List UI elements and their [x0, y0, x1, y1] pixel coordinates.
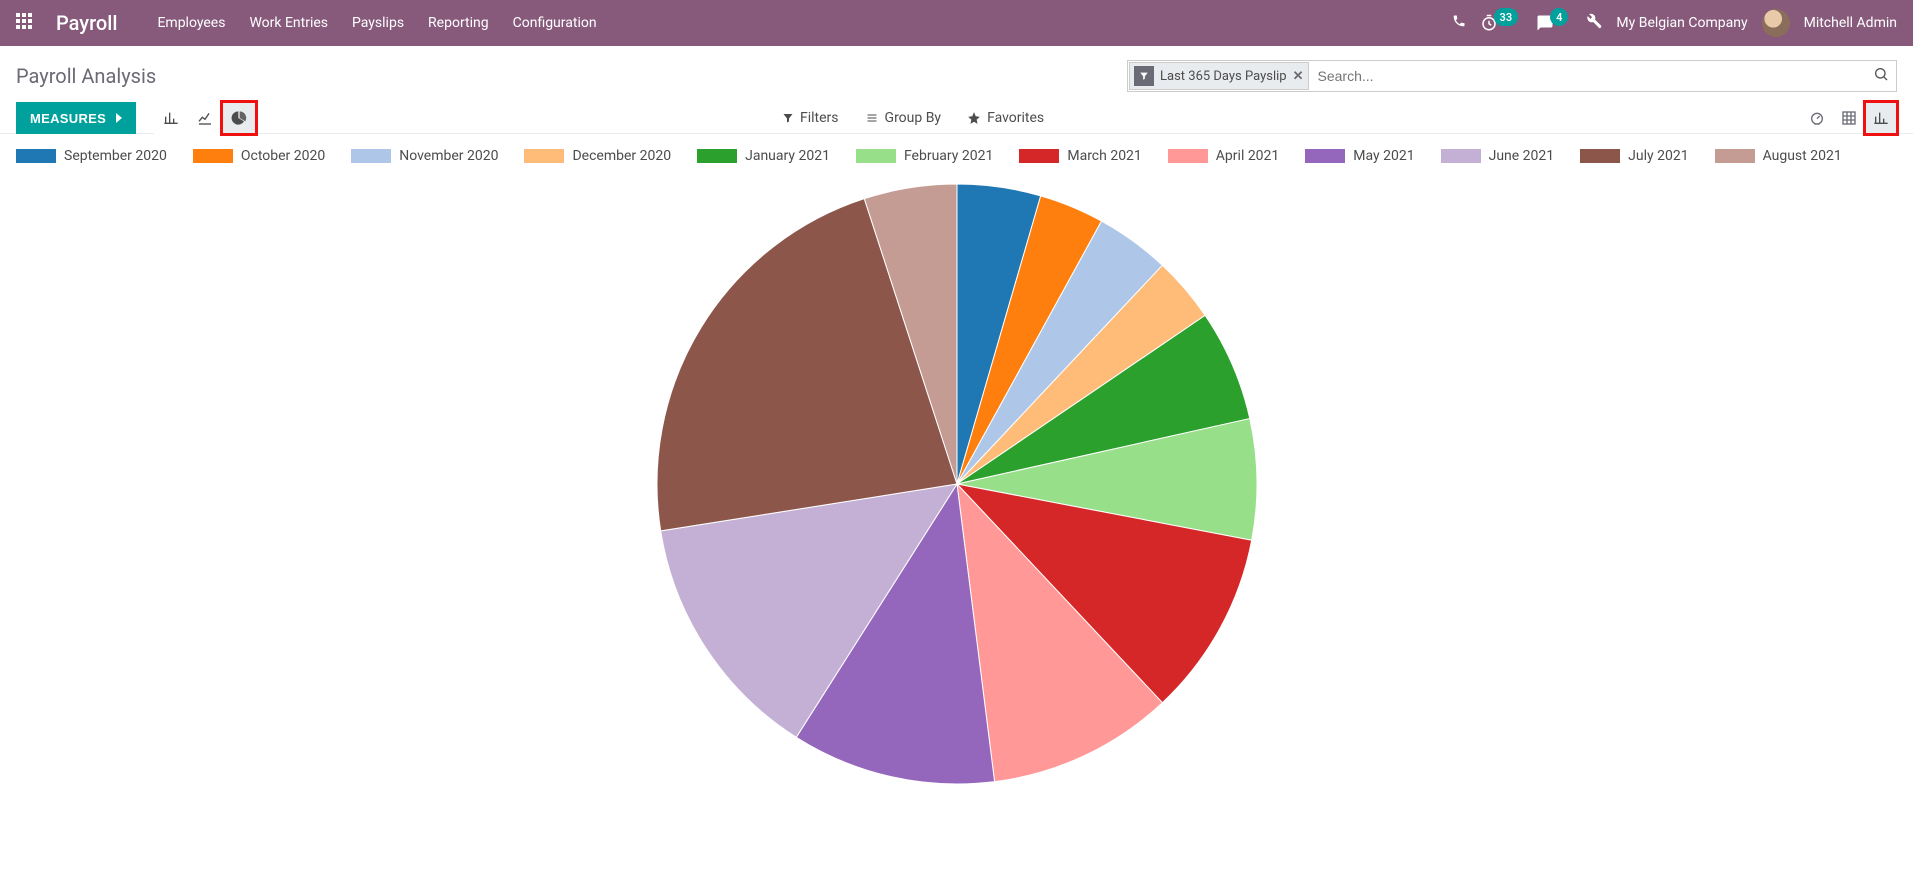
favorites-label: Favorites — [987, 110, 1044, 126]
menu-work-entries[interactable]: Work Entries — [249, 15, 328, 31]
legend-swatch — [351, 149, 391, 163]
chart-area: September 2020 October 2020 November 2020 D… — [0, 134, 1913, 794]
chat-badge: 4 — [1550, 8, 1568, 26]
menu-configuration[interactable]: Configuration — [513, 15, 597, 31]
chart-legend: September 2020 October 2020 November 2020 D… — [16, 148, 1897, 164]
groupby-label: Group By — [885, 110, 942, 126]
filters-label: Filters — [800, 110, 839, 126]
legend-swatch — [193, 149, 233, 163]
menu-reporting[interactable]: Reporting — [428, 15, 489, 31]
chart-type-group — [154, 102, 256, 134]
view-switcher — [1801, 102, 1897, 134]
legend-swatch — [1305, 149, 1345, 163]
menu-payslips[interactable]: Payslips — [352, 15, 404, 31]
legend-item[interactable]: March 2021 — [1019, 148, 1141, 164]
legend-label: August 2021 — [1763, 148, 1842, 164]
legend-swatch — [1580, 149, 1620, 163]
legend-item[interactable]: April 2021 — [1168, 148, 1280, 164]
legend-label: December 2020 — [572, 148, 671, 164]
legend-label: May 2021 — [1353, 148, 1414, 164]
legend-label: April 2021 — [1216, 148, 1280, 164]
company-selector[interactable]: My Belgian Company — [1616, 15, 1747, 31]
nav-right: 33 4 My Belgian Company Mitchell Admin — [1452, 9, 1897, 37]
caret-right-icon — [116, 113, 122, 123]
search-icon[interactable] — [1866, 66, 1896, 86]
line-chart-button[interactable] — [188, 102, 222, 134]
search-bar[interactable]: Last 365 Days Payslip ✕ — [1127, 60, 1897, 92]
favorites-button[interactable]: Favorites — [967, 110, 1044, 126]
legend-item[interactable]: February 2021 — [856, 148, 993, 164]
legend-label: June 2021 — [1489, 148, 1555, 164]
legend-swatch — [856, 149, 896, 163]
pivot-view-button[interactable] — [1833, 102, 1865, 134]
pie-container — [16, 174, 1897, 794]
legend-label: September 2020 — [64, 148, 167, 164]
control-panel: Payroll Analysis Last 365 Days Payslip ✕… — [0, 46, 1913, 134]
measures-button[interactable]: MEASURES — [16, 102, 136, 134]
legend-item[interactable]: August 2021 — [1715, 148, 1842, 164]
filter-icon — [1134, 66, 1154, 86]
filter-bar: Filters Group By Favorites — [782, 110, 1044, 126]
legend-label: July 2021 — [1628, 148, 1688, 164]
user-menu[interactable]: Mitchell Admin — [1804, 15, 1897, 31]
page-title: Payroll Analysis — [16, 64, 156, 88]
graph-view-button[interactable] — [1865, 102, 1897, 134]
remove-facet-icon[interactable]: ✕ — [1293, 69, 1304, 84]
search-facet[interactable]: Last 365 Days Payslip ✕ — [1129, 62, 1309, 90]
top-nav: Payroll Employees Work Entries Payslips … — [0, 0, 1913, 46]
filters-button[interactable]: Filters — [782, 110, 839, 126]
main-menu: Employees Work Entries Payslips Reportin… — [157, 15, 596, 31]
legend-label: November 2020 — [399, 148, 498, 164]
chat-icon[interactable]: 4 — [1536, 14, 1572, 32]
legend-swatch — [1715, 149, 1755, 163]
search-input[interactable] — [1310, 61, 1867, 91]
legend-swatch — [1019, 149, 1059, 163]
tools-icon[interactable] — [1586, 13, 1602, 33]
legend-item[interactable]: May 2021 — [1305, 148, 1414, 164]
pie-chart — [647, 174, 1267, 794]
apps-icon[interactable] — [16, 13, 36, 33]
legend-swatch — [697, 149, 737, 163]
bar-chart-button[interactable] — [154, 102, 188, 134]
avatar[interactable] — [1762, 9, 1790, 37]
legend-label: March 2021 — [1067, 148, 1141, 164]
legend-swatch — [1168, 149, 1208, 163]
brand-title[interactable]: Payroll — [56, 11, 117, 35]
pie-chart-button[interactable] — [222, 102, 256, 134]
search-facet-label: Last 365 Days Payslip — [1160, 69, 1287, 84]
legend-label: October 2020 — [241, 148, 325, 164]
legend-item[interactable]: December 2020 — [524, 148, 671, 164]
legend-swatch — [16, 149, 56, 163]
timer-badge: 33 — [1494, 8, 1519, 26]
legend-item[interactable]: September 2020 — [16, 148, 167, 164]
legend-item[interactable]: November 2020 — [351, 148, 498, 164]
legend-item[interactable]: January 2021 — [697, 148, 830, 164]
groupby-button[interactable]: Group By — [865, 110, 942, 126]
legend-label: February 2021 — [904, 148, 993, 164]
legend-label: January 2021 — [745, 148, 830, 164]
timer-icon[interactable]: 33 — [1480, 14, 1523, 32]
dashboard-view-button[interactable] — [1801, 102, 1833, 134]
measures-label: MEASURES — [30, 111, 106, 126]
menu-employees[interactable]: Employees — [157, 15, 225, 31]
legend-swatch — [524, 149, 564, 163]
phone-icon[interactable] — [1452, 14, 1466, 32]
legend-swatch — [1441, 149, 1481, 163]
legend-item[interactable]: July 2021 — [1580, 148, 1688, 164]
legend-item[interactable]: June 2021 — [1441, 148, 1555, 164]
legend-item[interactable]: October 2020 — [193, 148, 325, 164]
